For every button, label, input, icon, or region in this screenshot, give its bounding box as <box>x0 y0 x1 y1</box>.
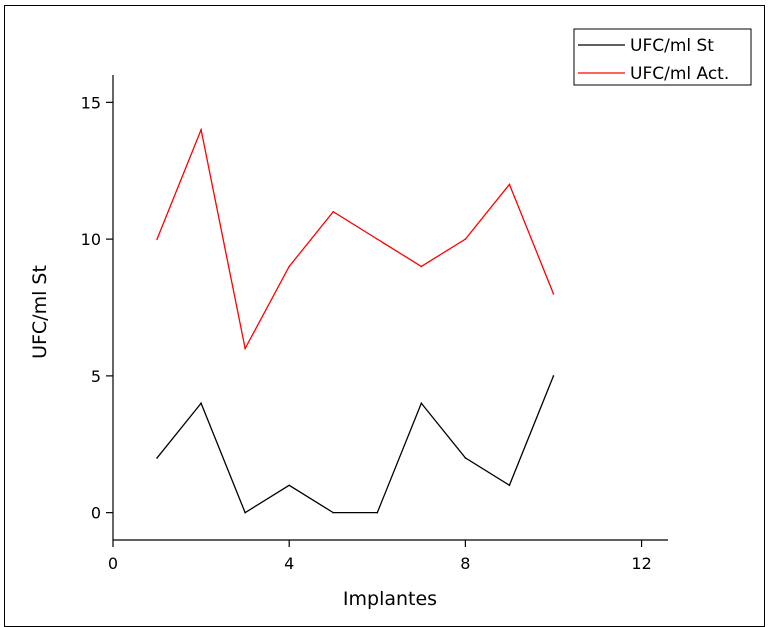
x-axis-title: Implantes <box>343 588 437 610</box>
x-tick-label: 4 <box>284 554 294 573</box>
axes <box>112 75 668 541</box>
data-point <box>464 457 467 459</box>
data-point <box>420 265 423 268</box>
data-point <box>156 457 158 459</box>
y-tick-label: 5 <box>91 367 101 386</box>
data-point <box>332 511 335 514</box>
y-tick-label: 0 <box>91 504 101 523</box>
data-point <box>156 238 158 240</box>
series-line-1 <box>156 127 555 351</box>
data-point <box>200 402 202 405</box>
x-ticks: 0 4 8 12 <box>108 540 652 573</box>
legend-label-ufc-act: UFC/ml Act. <box>630 64 729 84</box>
x-tick-label: 8 <box>460 554 470 573</box>
data-point <box>552 293 555 295</box>
data-point <box>508 183 511 186</box>
data-point <box>552 375 555 377</box>
series-layer <box>156 127 555 514</box>
data-point <box>464 238 467 240</box>
data-point <box>200 128 202 131</box>
data-point <box>376 511 379 514</box>
data-point <box>244 511 246 514</box>
chart-frame <box>4 5 765 627</box>
y-tick-label: 15 <box>81 93 101 112</box>
data-point <box>332 210 335 213</box>
data-point <box>376 238 379 240</box>
data-point <box>288 265 290 268</box>
x-tick-label: 0 <box>108 554 118 573</box>
data-point <box>244 347 246 350</box>
data-point <box>508 484 511 487</box>
legend-label-ufc-st: UFC/ml St <box>630 36 714 56</box>
y-tick-label: 10 <box>81 230 101 249</box>
data-point <box>288 484 290 487</box>
legend: UFC/ml St UFC/ml Act. <box>573 28 752 86</box>
data-point <box>420 402 423 405</box>
x-tick-label: 12 <box>631 554 651 573</box>
y-axis-title: UFC/ml St <box>29 265 51 359</box>
y-ticks: 0 5 10 15 <box>81 93 113 523</box>
legend-box <box>573 28 752 86</box>
series-line-0 <box>156 375 555 514</box>
